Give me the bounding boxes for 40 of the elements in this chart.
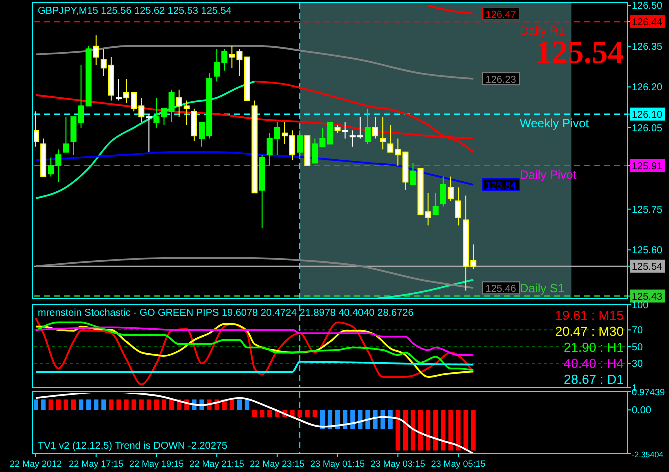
y-tick-label: 50 — [632, 342, 644, 354]
x-tick-label: 23 May 01:15 — [310, 459, 366, 469]
text: 28.67 : D1 — [564, 372, 624, 387]
ref-line-label: Daily S1 — [520, 281, 566, 296]
text: TV1 v2 (12,12,5) Trend is DOWN -2.20275 — [38, 441, 228, 452]
y-tick-label: 125.43 — [632, 292, 664, 303]
text: 19.61 : M15 — [555, 308, 624, 323]
y-tick-label: 30 — [632, 359, 644, 370]
y-tick-label: -2.35404 — [632, 450, 664, 460]
x-tick-label: 23 May 05:15 — [431, 459, 486, 469]
y-tick-label: 0.00 — [632, 406, 652, 417]
y-tick-label: 126.10 — [632, 110, 664, 121]
chart-title: GBPJPY,M15 125.56 125.62 125.53 125.54 — [38, 6, 232, 17]
y-tick-label: 126.20 — [632, 82, 664, 94]
ref-line-label: Daily Pivot — [520, 168, 578, 182]
y-tick-label: 126.05 — [632, 123, 664, 134]
x-tick-label: 22 May 19:15 — [129, 459, 184, 469]
y-tick-label: 126.44 — [632, 18, 664, 29]
y-tick-label: 126.50 — [632, 1, 664, 12]
x-tick-label: 22 May 2012 — [10, 459, 62, 469]
y-tick-label: 125.75 — [632, 204, 664, 216]
data-label: 126.47 — [486, 10, 517, 21]
y-tick-label: 126.35 — [632, 42, 664, 53]
y-tick-label: 100 — [632, 300, 650, 312]
y-tick-label: 125.91 — [632, 161, 664, 172]
x-tick-label: 22 May 21:15 — [190, 459, 244, 469]
text: 40.40 : H4 — [564, 356, 624, 371]
text: 21.90 : H1 — [564, 340, 624, 355]
y-tick-label: 125.54 — [632, 262, 664, 273]
ref-line-label: Weekly Pivot — [520, 116, 590, 130]
data-label: 126.23 — [486, 75, 517, 86]
text: 20.47 : M30 — [555, 324, 624, 339]
x-tick-label: 22 May 23:15 — [250, 459, 305, 469]
y-tick-label: 70 — [632, 326, 644, 337]
data-label: 125.46 — [486, 284, 517, 296]
data-label: 125.84 — [486, 180, 517, 192]
chart-title: mrenstein Stochastic - GO GREEN PIPS 19.6078 20.4724 21.8978 40.4040 28.6726 — [38, 308, 414, 319]
y-tick-label: 125.60 — [632, 246, 664, 257]
x-tick-label: 22 May 17:15 — [69, 459, 124, 469]
x-tick-label: 23 May 03:15 — [370, 459, 426, 469]
